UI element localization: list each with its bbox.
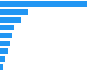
Bar [0, 64, 3, 70]
Bar [0, 25, 14, 30]
Bar [0, 56, 5, 62]
Bar [0, 17, 21, 23]
Bar [0, 1, 87, 7]
Bar [0, 33, 12, 38]
Bar [0, 9, 28, 15]
Bar [0, 41, 10, 46]
Bar [0, 48, 8, 54]
